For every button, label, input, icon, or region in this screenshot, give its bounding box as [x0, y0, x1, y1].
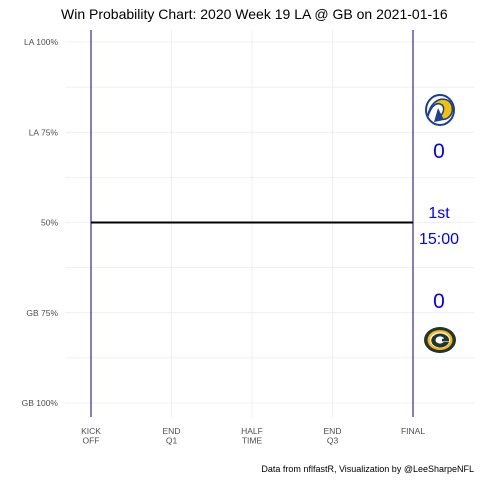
y-tick-label: LA 75%	[29, 127, 59, 137]
game-clock: 15:00	[419, 231, 459, 248]
home-score: 0	[433, 290, 445, 313]
x-tick-label: END Q1	[163, 426, 181, 446]
x-tick-label: FINAL	[401, 426, 425, 436]
x-tick-label: KICK OFF	[81, 426, 101, 446]
y-tick-label: GB 100%	[22, 398, 59, 408]
la-rams-logo-icon	[425, 94, 455, 126]
away-score: 0	[433, 140, 445, 163]
x-tick-label: END Q3	[324, 426, 342, 446]
y-tick-label: LA 100%	[24, 37, 58, 47]
y-tick-label: GB 75%	[26, 308, 58, 318]
quarter-label: 1st	[428, 205, 450, 222]
x-axis: KICK OFF END Q1 HALF TIME END Q3 FINAL	[81, 426, 425, 446]
x-tick-label: HALF TIME	[241, 426, 263, 446]
y-tick-label: 50%	[41, 218, 58, 228]
chart-caption: Data from nflfastR, Visualization by @Le…	[261, 464, 474, 474]
y-axis: LA 100% LA 75% 50% GB 75% GB 100%	[22, 37, 59, 408]
gb-packers-logo-icon	[424, 327, 456, 353]
chart-title: Win Probability Chart: 2020 Week 19 LA @…	[61, 6, 448, 22]
